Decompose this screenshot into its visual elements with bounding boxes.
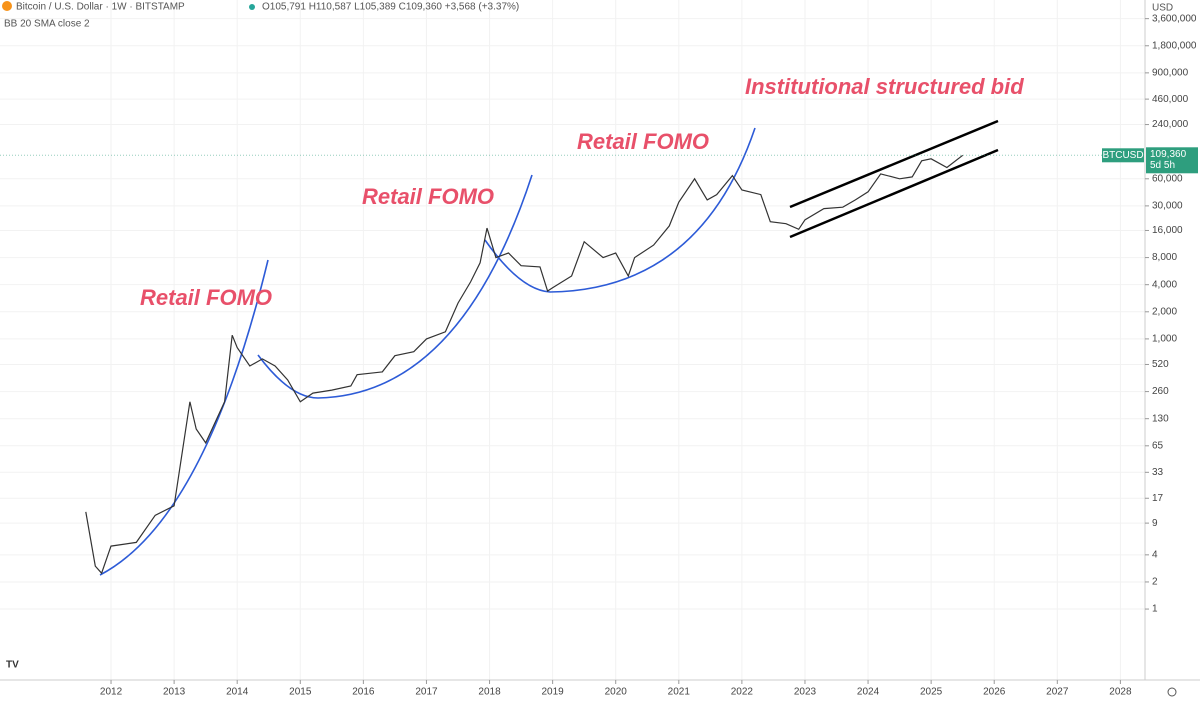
x-tick-label: 2023 — [794, 687, 817, 698]
curve — [257, 174, 533, 399]
settings-icon[interactable] — [1167, 687, 1177, 697]
y-tick-label: 2 — [1152, 577, 1158, 588]
price-label-box — [1146, 147, 1198, 174]
y-tick-label: 2,000 — [1152, 306, 1177, 317]
x-tick-label: 2022 — [731, 687, 754, 698]
y-tick-label: 60,000 — [1152, 173, 1183, 184]
y-tick-label: 30,000 — [1152, 201, 1183, 212]
y-tick-label: 33 — [1152, 467, 1164, 478]
x-tick-label: 2024 — [857, 687, 880, 698]
x-tick-label: 2027 — [1046, 687, 1069, 698]
ohlc: O105,791 H110,587 L105,389 C109,360 +3,5… — [262, 2, 519, 13]
x-tick-label: 2016 — [352, 687, 375, 698]
x-tick-label: 2013 — [163, 687, 186, 698]
y-unit: USD — [1152, 3, 1173, 14]
x-tick-label: 2020 — [605, 687, 628, 698]
y-tick-label: 17 — [1152, 493, 1164, 504]
symbol-label: BTCUSD — [1102, 150, 1143, 161]
chart-title: Bitcoin / U.S. Dollar · 1W · BITSTAMP — [16, 2, 185, 13]
y-tick-label: 240,000 — [1152, 119, 1189, 130]
y-tick-label: 3,600,000 — [1152, 13, 1197, 24]
annotation: Retail FOMO — [362, 184, 494, 209]
y-tick-label: 65 — [1152, 440, 1164, 451]
y-tick-label: 1,000 — [1152, 334, 1177, 345]
y-tick-label: 1 — [1152, 604, 1158, 615]
x-tick-label: 2021 — [668, 687, 691, 698]
logo: TV — [6, 660, 19, 671]
indicator: BB 20 SMA close 2 — [4, 19, 90, 30]
y-tick-label: 130 — [1152, 413, 1169, 424]
x-tick-label: 2019 — [542, 687, 565, 698]
trend-curves — [99, 127, 756, 576]
y-tick-label: 460,000 — [1152, 94, 1189, 105]
channel-line — [789, 119, 999, 209]
countdown: 5d 5h — [1150, 160, 1175, 171]
price-label: 109,360 — [1150, 149, 1187, 160]
y-tick-label: 1,800,000 — [1152, 40, 1197, 51]
x-tick-label: 2018 — [478, 687, 501, 698]
channel-line — [789, 148, 999, 239]
curve — [99, 259, 269, 576]
grid — [0, 0, 1145, 680]
status-dot — [249, 4, 255, 10]
y-tick-label: 8,000 — [1152, 252, 1177, 263]
x-tick-label: 2025 — [920, 687, 943, 698]
x-tick-label: 2014 — [226, 687, 249, 698]
coin-icon — [2, 1, 12, 11]
x-tick-label: 2026 — [983, 687, 1006, 698]
y-tick-label: 9 — [1152, 518, 1158, 529]
y-tick-label: 16,000 — [1152, 225, 1183, 236]
curve — [484, 127, 756, 293]
x-tick-label: 2028 — [1109, 687, 1132, 698]
annotation: Retail FOMO — [577, 129, 709, 154]
symbol-label-box — [1102, 148, 1144, 163]
x-tick-label: 2015 — [289, 687, 312, 698]
x-tick-label: 2012 — [100, 687, 123, 698]
channel — [789, 119, 999, 239]
annotation: Retail FOMO — [140, 285, 272, 310]
x-tick-label: 2017 — [415, 687, 438, 698]
y-tick-label: 520 — [1152, 359, 1169, 370]
y-tick-label: 4 — [1152, 549, 1158, 560]
annotation: Institutional structured bid — [745, 74, 1024, 99]
y-tick-label: 4,000 — [1152, 279, 1177, 290]
price-line — [85, 154, 964, 575]
y-tick-label: 260 — [1152, 386, 1169, 397]
y-tick-label: 900,000 — [1152, 68, 1189, 79]
